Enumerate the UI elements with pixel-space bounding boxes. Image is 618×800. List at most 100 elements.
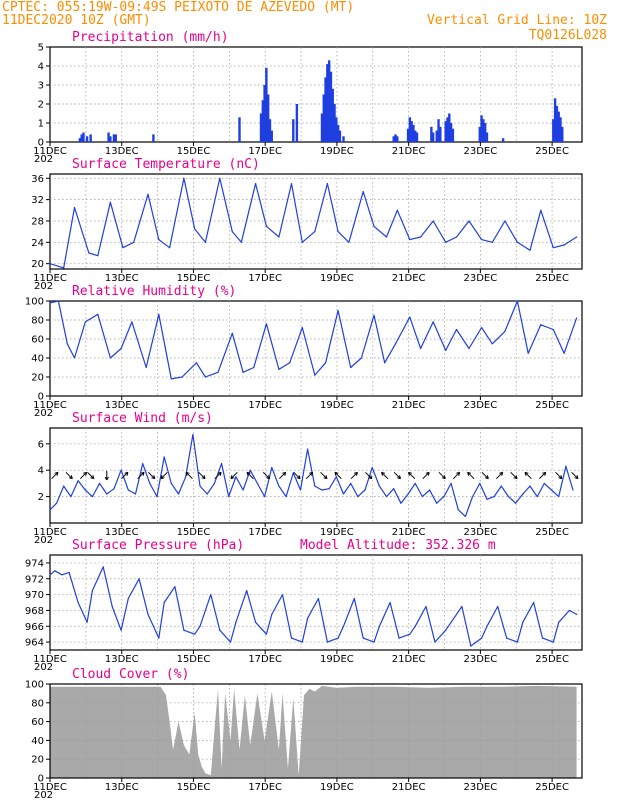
pressure-point [552,641,554,643]
wind-point [328,488,330,490]
wind-arrow [246,471,254,480]
wind-arrow [87,471,95,480]
temp-point [420,236,422,238]
y-tick-label: 20 [31,755,44,766]
rh-point [576,317,578,319]
precip-bar [435,130,438,142]
precip-bar [482,119,485,142]
wind-point [443,496,445,498]
precip-bar [265,67,268,142]
x-tick-label: 19DEC [320,146,354,157]
rh-point [49,302,51,304]
cloud-cover-grid [50,684,582,778]
x-tick-label: 11DEC [33,782,67,793]
temp-point [516,241,519,243]
wind-point [572,489,574,491]
x-tick-label: 19DEC [320,400,354,411]
wind-point [364,489,366,491]
cloud-cover-y-ticks: 0 20 40 60 80 100 [25,680,50,785]
pressure-point [568,609,571,612]
wind-point [486,498,488,500]
rh-point [195,362,198,364]
pressure-point [91,590,94,592]
y-tick-label: 2 [38,100,44,111]
temp-point [49,263,51,265]
precip-bar [410,121,413,142]
rh-point [504,330,506,332]
x-tick-label: 15DEC [177,400,211,411]
temp-point [432,220,434,222]
pressure-point [307,617,309,619]
wind-point [299,489,302,491]
pressure-point [183,629,185,631]
y-tick-label: 974 [25,558,44,569]
precipitation-x-ticks: 11DEC 13DEC 15DEC 17DEC 19DEC 21DEC 23DEC 25DEC… [33,142,569,165]
cloud-cover-fill [50,685,577,778]
x-tick-label: 15DEC [177,527,211,538]
wind-point [457,509,459,511]
panel-wind: 2 4 6 11DEC 13DEC 15DEC 17DEC 19DEC 21DEC 23DEC 2… [33,411,583,546]
wind-point [558,496,560,498]
wind-point [256,482,259,485]
temp-point [373,225,375,227]
x-tick-label: 25DEC [535,400,569,411]
temp-point [385,236,388,238]
pressure-point [255,621,257,623]
rh-point [420,347,422,350]
precip-bar [437,119,440,142]
x-tick-label: 13DEC [105,782,139,793]
pressure-point [210,593,212,596]
x-tick-label: 13DEC [105,400,139,411]
temperature-x-ticks: 11DEC 13DEC 15DEC 17DEC 19DEC 21DEC 23DEC 25DEC… [33,269,569,292]
precip-bar [322,94,325,142]
x-tick-label: 19DEC [320,782,354,793]
x-tick-label: 11DEC [33,527,67,538]
precip-bar [392,136,395,142]
wind-arrow [381,471,389,480]
y-tick-label: 3 [38,81,44,92]
temp-point [204,241,207,243]
wind-arrow [524,471,532,480]
wind-point [515,502,517,504]
precip-bar [270,130,273,142]
wind-arrow [278,471,287,480]
wind-point [536,496,538,498]
precip-bar [327,60,331,142]
wind-point [127,489,129,491]
panel-precipitation: 0 1 2 3 4 5 11DEC 13DEC 15DEC 17DEC 19DEC 21DEC 23D… [33,30,583,165]
wind-point [565,465,567,467]
temp-point [255,183,257,185]
temp-point [540,209,542,211]
humidity-y-ticks: 0 20 40 60 80 100 [25,297,50,403]
pressure-point [281,593,284,596]
pressure-point [353,597,355,600]
rh-point [109,357,111,359]
precip-bar [414,130,417,142]
precip-bar [408,117,412,142]
wind-point [91,496,94,498]
x-tick-label: 25DEC [535,527,569,538]
year-label: 202 [34,790,53,800]
precip-bar [446,117,449,142]
humidity-x-ticks: 11DEC 13DEC 15DEC 17DEC 19DEC 21DEC 23DEC 25DEC… [33,396,569,419]
rh-point [468,347,470,350]
y-tick-label: 0 [38,392,44,403]
precip-bar [266,94,270,142]
x-tick-label: 13DEC [105,527,139,538]
rh-point [337,309,339,312]
precip-bar [89,134,92,142]
wind-arrow [407,471,416,480]
cloud-cover-frame [49,683,583,779]
precip-bar [263,85,266,142]
wind-point [213,482,215,485]
x-tick-label: 21DEC [392,782,426,793]
rh-point [491,343,493,345]
wind-arrow [293,471,301,480]
wind-point [335,476,337,478]
precip-bar [320,113,324,142]
temp-point [109,201,111,203]
precip-bar [451,128,455,142]
precip-bar [444,121,447,142]
wind-arrow [555,471,563,480]
x-tick-label: 25DEC [535,782,569,793]
